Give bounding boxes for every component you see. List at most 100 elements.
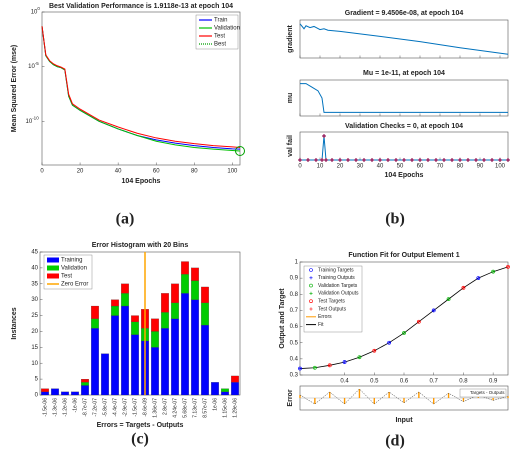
chart-title: Error Histogram with 20 Bins — [92, 242, 189, 249]
x-tick-label: -7.2e-07 — [92, 398, 98, 417]
tick-label: 0.5 — [290, 340, 299, 346]
tick-label: 1 — [295, 260, 299, 266]
state-marker — [321, 133, 327, 139]
series-line — [41, 26, 241, 148]
legend-swatch — [309, 268, 313, 272]
legend-label: Fit — [318, 322, 324, 328]
histogram-bar — [191, 267, 199, 281]
tick-label: 15 — [31, 345, 38, 351]
x-axis-label: Errors = Targets - Outputs — [97, 422, 184, 429]
tick-label: 10 — [31, 10, 38, 16]
legend-label: Test Targets — [318, 299, 345, 305]
legend-swatch — [309, 299, 313, 304]
histogram-bar — [171, 318, 179, 396]
legend-label: Train — [214, 18, 227, 24]
panel-title: Validation Checks = 0, at epoch 104 — [345, 123, 463, 130]
state-marker — [417, 157, 423, 163]
tick-label: 0 — [40, 169, 44, 175]
x-axis-label: Input — [395, 417, 413, 424]
output-marker — [298, 366, 302, 371]
y-axis-label: val fail — [287, 135, 294, 157]
output-marker — [328, 363, 332, 367]
histogram-bar — [201, 302, 209, 326]
x-tick-label: -1.2e-06 — [62, 398, 68, 417]
histogram-bar — [231, 375, 239, 383]
histogram-bar — [101, 353, 109, 396]
histogram-bar — [151, 347, 159, 396]
tick-label: 0.5 — [370, 379, 379, 385]
state-marker — [385, 157, 391, 163]
output-marker — [446, 297, 451, 301]
tick-label: 0.8 — [459, 379, 468, 385]
output-marker — [491, 270, 495, 274]
x-tick-label: -1.5e-07 — [132, 398, 138, 417]
state-marker — [337, 157, 343, 163]
state-marker — [369, 157, 375, 163]
histogram-bar — [181, 274, 189, 294]
legend-label: Validation — [214, 26, 240, 32]
state-marker — [353, 157, 359, 163]
y-axis-label: Output and Target — [279, 288, 286, 349]
tick-label: 20 — [337, 164, 344, 170]
tick-label: 60 — [153, 169, 160, 175]
legend-swatch — [47, 257, 59, 263]
state-marker — [497, 157, 503, 163]
histogram-bar — [161, 293, 169, 313]
state-marker — [409, 157, 415, 163]
x-tick-label: 1.15e-06 — [222, 398, 228, 418]
legend-label: Validation Targets — [318, 283, 358, 289]
x-tick-label: 1.36e-07 — [152, 398, 158, 418]
histogram-bar — [121, 293, 129, 307]
tick-label: 0.4 — [340, 379, 349, 385]
output-marker — [432, 308, 436, 313]
histogram-bar — [121, 283, 129, 294]
tick-exponent: -10 — [32, 115, 39, 120]
tick-label: 80 — [457, 164, 464, 170]
tick-label: 10 — [31, 361, 38, 367]
histogram-bar — [231, 382, 239, 396]
caption: (b) — [385, 211, 405, 228]
tick-label: 0.4 — [290, 356, 299, 362]
tick-label: 0.3 — [290, 373, 299, 379]
legend-swatch — [309, 276, 313, 280]
histogram-bar — [111, 305, 119, 316]
state-line — [300, 83, 508, 113]
histogram-bar — [91, 328, 99, 396]
legend-label: Targets - Outputs — [470, 390, 505, 395]
x-tick-label: 4.24e-07 — [172, 398, 178, 418]
legend — [303, 265, 363, 333]
state-marker — [313, 157, 319, 163]
legend-label: Training Outputs — [318, 275, 355, 281]
plot-area — [299, 19, 509, 59]
tick-label: 40 — [377, 164, 384, 170]
tick-label: 0.7 — [430, 379, 439, 385]
legend-label: Validation Outputs — [318, 291, 359, 297]
x-tick-label: -1e-06 — [72, 398, 78, 413]
histogram-bar — [71, 391, 79, 396]
chart-title: Function Fit for Output Element 1 — [348, 252, 459, 259]
x-axis-label: 104 Epochs — [385, 172, 424, 179]
state-marker — [361, 157, 367, 163]
tick-label: 20 — [77, 169, 84, 175]
histogram-bar — [131, 315, 139, 323]
histogram-bar — [131, 334, 139, 396]
tick-label: 35 — [31, 281, 38, 287]
chart-title: Best Validation Performance is 1.9118e-1… — [49, 3, 233, 10]
x-tick-label: -8.6e-09 — [142, 398, 148, 417]
plot-area — [299, 131, 509, 161]
tick-label: 60 — [417, 164, 424, 170]
state-marker — [377, 157, 383, 163]
tick-label: 20 — [31, 329, 38, 335]
histogram-bar — [221, 388, 229, 392]
legend-label: Training — [61, 258, 82, 264]
histogram-bar — [111, 299, 119, 307]
y-axis-label: gradient — [287, 25, 294, 53]
tick-label: 0 — [298, 164, 302, 170]
histogram-bar — [131, 321, 139, 335]
tick-label: 40 — [31, 265, 38, 271]
x-tick-label: -2.9e-07 — [122, 398, 128, 417]
histogram-bar — [151, 331, 159, 348]
legend-label: Errors — [318, 314, 332, 320]
y-axis-label: Error — [287, 389, 294, 406]
output-marker — [342, 360, 347, 364]
